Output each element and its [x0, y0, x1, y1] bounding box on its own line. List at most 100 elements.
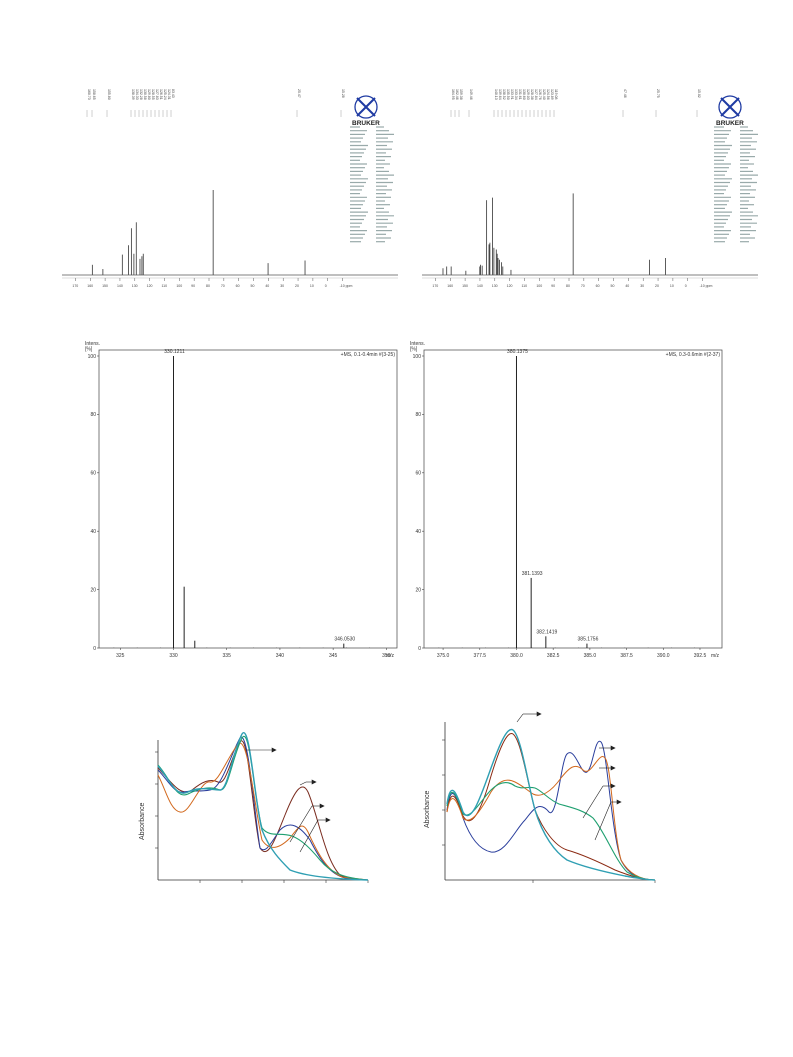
nmr-peak-label: 130.60: [522, 89, 526, 100]
nmr-peak-label: 126.51: [159, 89, 163, 100]
ms-peak-label: 385.1756: [578, 637, 599, 643]
nmr-peak-label: 139.64: [498, 89, 502, 100]
ms-x-tick-label: 382.5: [547, 653, 560, 659]
nmr-peak-label: 149.46: [469, 89, 473, 100]
uv-curve-orange: [157, 742, 369, 881]
y-axis-label: Absorbance: [139, 803, 146, 840]
nmr-spectrum-2-plot: 164.95 162.46 159.38 149.46 140.13 139.64 138.…: [422, 89, 758, 288]
nmr-spectrum-1: 160.73 158.65 155.80 138.39 134.33 132.28 130.…: [60, 85, 400, 295]
nmr-peak-label: 47.46: [623, 89, 627, 98]
nmr-x-tick-label: 50: [611, 284, 615, 288]
nmr-peak-label: 128.38: [530, 89, 534, 100]
ms-x-tick-label: 385.0: [584, 653, 597, 659]
ms-spectrum-2-plot: Intens.[%] +MS, 0.3-0.6min #(2-37) 0 20 40 60…: [410, 341, 723, 659]
ms-peak-label: 330.1211: [164, 349, 185, 355]
uv-vis-spectrum-2: Absorbance: [415, 700, 665, 890]
nmr-peak-label: 129.80: [147, 89, 151, 100]
ms-x-tick-label: 335: [223, 653, 232, 659]
ms-y-tick-label: 80: [415, 412, 421, 418]
nmr-peak-label: 25.47: [297, 89, 301, 98]
nmr-peak-label: 128.55: [151, 89, 155, 100]
nmr-x-tick-label: 70: [221, 284, 225, 288]
ms-spectrum-1: Intens. [%] +MS, 0.1-0.4min #(3-25) 0 20 40 60…: [85, 340, 405, 670]
nmr-x-tick-label: 110: [521, 284, 527, 288]
uv-curve-teal: [446, 728, 656, 881]
nmr-x-tick-label: 10: [310, 284, 314, 288]
bruker-logo-text: BRUKER: [716, 120, 744, 127]
nmr-peak-label: 125.24: [163, 89, 167, 100]
nmr-peak-label: 134.33: [135, 89, 139, 100]
nmr-peak-label: 131.61: [518, 89, 522, 100]
nmr-x-tick-label: 90: [191, 284, 195, 288]
ms-y-tick-label: 0: [418, 646, 421, 652]
nmr-peak-label: 124.31: [167, 89, 171, 100]
nmr-spectrum-1-plot: 160.73 158.65 155.80 138.39 134.33 132.28 130.…: [62, 89, 398, 288]
nmr-peak-label: 130.58: [143, 89, 147, 100]
nmr-peak-label: 160.73: [87, 89, 91, 100]
nmr-peak-label: 15.02: [697, 89, 701, 98]
ms-x-tick-label: 325: [116, 653, 125, 659]
ms-x-tick-label: 350: [382, 653, 391, 659]
nmr-x-tick-label: 60: [236, 284, 240, 288]
nmr-x-tick-label: 80: [206, 284, 210, 288]
nmr-peak-label: 138.52: [502, 89, 506, 100]
nmr-x-tick-label: 0: [685, 284, 687, 288]
nmr-x-tick-label: 80: [566, 284, 570, 288]
nmr-spectrum-2: 164.95 162.46 159.38 149.46 140.13 139.64 138.…: [420, 85, 760, 295]
nmr-peak-label: 133.34: [514, 89, 518, 100]
ms-y-tick-label: 60: [415, 471, 421, 477]
uv-curve-brown: [446, 733, 656, 881]
uv-curve-blue: [446, 740, 656, 881]
uv-curve-blue: [157, 736, 369, 881]
nmr-peak-label: 126.76: [538, 89, 542, 100]
nmr-peak-label: 123.89: [550, 89, 554, 100]
uv-curve-orange: [446, 756, 656, 881]
ms-y-axis-label: [%]: [410, 347, 418, 353]
bruker-logo: BRUKER: [716, 95, 744, 127]
nmr-peak-label: 127.83: [155, 89, 159, 100]
nmr-peak-label: 119.08: [554, 89, 558, 99]
ms-y-tick-label: 40: [415, 529, 421, 535]
nmr-x-tick-label: 150: [102, 284, 108, 288]
nmr-x-tick-label: 100: [176, 284, 182, 288]
nmr-x-tick-label: 120: [507, 284, 513, 288]
ms-x-unit: m/z: [711, 653, 720, 659]
nmr-peak-label: 158.65: [92, 89, 96, 100]
nmr-peak-label: 164.95: [451, 89, 455, 100]
nmr-peak-label: 127.84: [534, 89, 538, 100]
ms-x-tick-label: 380.0: [510, 653, 523, 659]
uv-curve-green: [157, 735, 369, 881]
nmr-x-tick-label: -10 ppm: [340, 284, 353, 288]
nmr-x-tick-label: 130: [132, 284, 138, 288]
ms-y-tick-label: 80: [90, 412, 96, 418]
nmr-peak-label: 124.56: [546, 89, 550, 100]
nmr-x-tick-label: 140: [117, 284, 123, 288]
uv-vis-spectrum-2-plot: Absorbance: [424, 711, 656, 883]
nmr-x-tick-label: 150: [462, 284, 468, 288]
nmr-x-tick-label: 30: [280, 284, 284, 288]
nmr-x-tick-label: 100: [536, 284, 542, 288]
acquisition-parameters: [714, 126, 758, 243]
ms-header: +MS, 0.1-0.4min #(3-25): [341, 352, 396, 358]
nmr-peak-label: 135.50: [506, 89, 510, 100]
nmr-peak-label: 133.91: [510, 89, 514, 100]
nmr-peak-label: 129.03: [526, 89, 530, 100]
annotation-arrows: [516, 711, 622, 841]
ms-spectrum-1-plot: Intens.[%] +MS, 0.1-0.4min #(3-25) 0 20 40 60…: [85, 341, 398, 659]
uv-vis-spectrum-1-plot: Absorbance: [139, 732, 369, 883]
ms-y-tick-label: 60: [90, 471, 96, 477]
ms-y-axis-label: Intens.: [410, 341, 425, 347]
ms-y-tick-label: 0: [93, 646, 96, 652]
uv-curve-brown: [157, 740, 369, 881]
ms-header: +MS, 0.3-0.6min #(2-37): [666, 352, 721, 358]
nmr-x-tick-label: 160: [87, 284, 93, 288]
nmr-peak-label: 125.40: [542, 89, 546, 100]
nmr-x-tick-label: 20: [655, 284, 659, 288]
nmr-x-tick-label: 60: [596, 284, 600, 288]
annotation-arrows: [246, 747, 331, 853]
ms-x-tick-label: 392.5: [694, 653, 707, 659]
ms-x-tick-label: 340: [276, 653, 285, 659]
ms-y-tick-label: 20: [90, 587, 96, 593]
nmr-x-tick-label: -10 ppm: [700, 284, 713, 288]
nmr-x-tick-label: 20: [295, 284, 299, 288]
